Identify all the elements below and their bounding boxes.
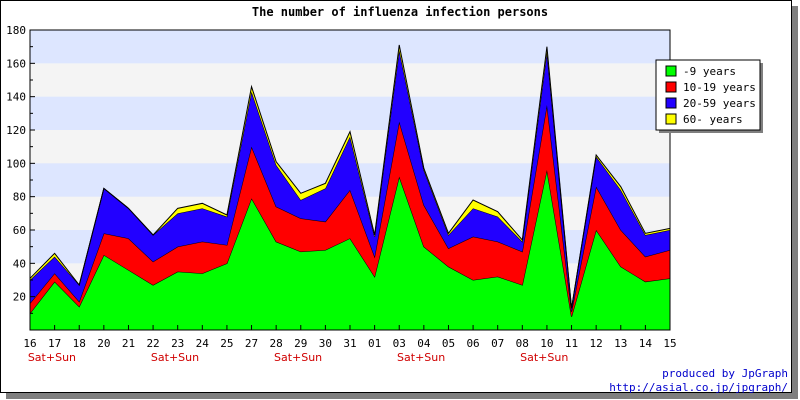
legend-swatch-1 [665,81,677,93]
x-tick-label: 07 [491,337,504,350]
x-tick-label: 06 [466,337,479,350]
x-tick-label: 22 [146,337,159,350]
y-tick-label: 60 [13,224,26,237]
chart-title: The number of influenza infection person… [252,5,548,19]
x-tick-label: 21 [122,337,135,350]
x-tick-label: 03 [393,337,406,350]
legend-swatch-0 [665,65,677,77]
y-tick-label: 80 [13,191,26,204]
y-tick-label: 140 [6,91,26,104]
area-series-1 [30,105,670,317]
weekend-label: Sat+Sun [274,351,322,364]
weekend-label: Sat+Sun [397,351,445,364]
legend-label-3: 60- years [683,113,743,126]
weekend-label: Sat+Sun [520,351,568,364]
x-tick-label: 30 [319,337,332,350]
area-series-2 [30,50,670,312]
band-blue [30,96,670,130]
frame-shadow-bottom [6,393,798,399]
x-tick-label: 14 [639,337,653,350]
x-tick-label: 18 [73,337,86,350]
x-tick-label: 20 [97,337,110,350]
area-series-0 [30,170,670,330]
axes-group: 20 40 60 80 100 120 140 160 180 16 17 18 20 21 22 23 24 2… [6,24,677,364]
legend-label-0: -9 years [683,65,736,78]
x-tick-label: 12 [590,337,603,350]
x-tick-label: 05 [442,337,455,350]
y-tick-label: 100 [6,157,26,170]
band-blue [30,30,670,64]
legend-label-2: 20-59 years [683,97,756,110]
area-series-group [29,44,671,330]
x-tick-label: 15 [663,337,676,350]
x-tick-label: 13 [614,337,627,350]
x-tick-label: 31 [343,337,356,350]
x-tick-label: 29 [294,337,307,350]
y-tick-label: 180 [6,24,26,37]
x-tick-label: 27 [245,337,258,350]
x-tick-label: 24 [196,337,210,350]
credit-line-2[interactable]: http://asial.co.jp/jpgraph/ [609,381,788,394]
frame-shadow-right [792,6,798,399]
x-tick-label: 08 [516,337,529,350]
x-tick-label: 23 [171,337,184,350]
legend-swatch-3 [665,113,677,125]
y-tick-label: 40 [13,257,26,270]
area-outline-3 [29,44,671,309]
x-tick-label: 10 [540,337,553,350]
y-tick-label: 160 [6,57,26,70]
x-tick-label: 16 [23,337,36,350]
x-tick-label: 11 [565,337,578,350]
y-tick-label: 120 [6,124,26,137]
weekend-label: Sat+Sun [28,351,76,364]
y-tick-label: 20 [13,291,26,304]
weekend-label: Sat+Sun [151,351,199,364]
credit-line-1: produced by JpGraph [662,367,788,380]
x-tick-label: 28 [270,337,283,350]
x-tick-label: 04 [417,337,431,350]
x-tick-label: 17 [48,337,61,350]
legend-swatch-2 [665,97,677,109]
legend-label-1: 10-19 years [683,81,756,94]
x-tick-label: 01 [368,337,381,350]
legend: -9 years 10-19 years 20-59 years 60- years [655,59,763,133]
x-tick-label: 25 [220,337,233,350]
